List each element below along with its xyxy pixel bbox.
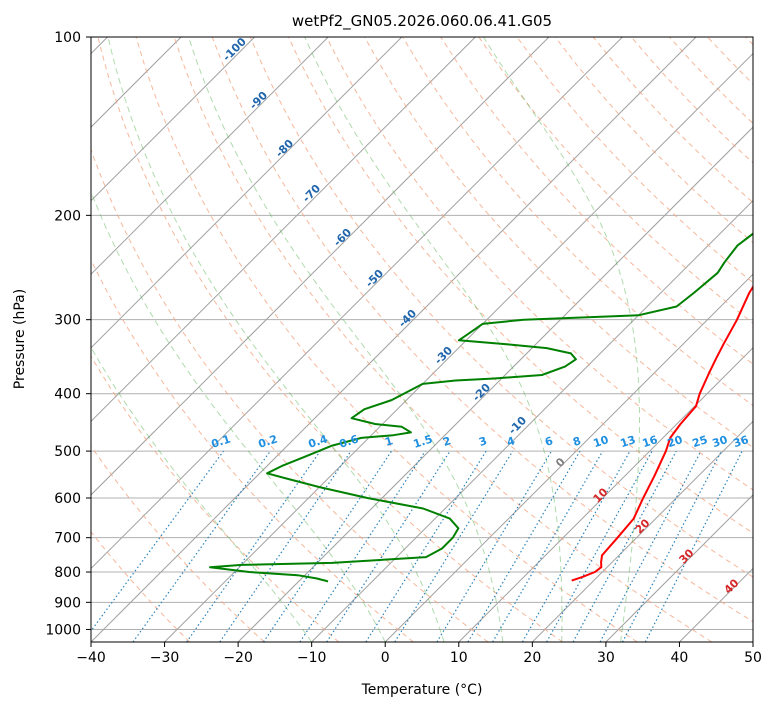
y-tick-label: 700 bbox=[54, 531, 81, 547]
y-tick-label: 1000 bbox=[45, 622, 81, 638]
x-tick-label: 10 bbox=[450, 650, 468, 666]
y-tick-label: 800 bbox=[54, 565, 81, 581]
y-tick-label: 500 bbox=[54, 444, 81, 460]
x-tick-label: 20 bbox=[523, 650, 541, 666]
x-tick-label: 30 bbox=[597, 650, 615, 666]
x-tick-label: 50 bbox=[744, 650, 762, 666]
x-tick-label: −10 bbox=[297, 650, 327, 666]
x-tick-label: 40 bbox=[671, 650, 689, 666]
y-tick-label: 100 bbox=[54, 30, 81, 46]
x-tick-label: −20 bbox=[223, 650, 253, 666]
x-axis-label: Temperature (°C) bbox=[361, 682, 483, 698]
y-tick-label: 300 bbox=[54, 313, 81, 329]
y-tick-label: 200 bbox=[54, 208, 81, 224]
x-tick-label: 0 bbox=[381, 650, 390, 666]
chart-title: wetPf2_GN05.2026.060.06.41.G05 bbox=[292, 12, 552, 31]
y-axis-label: Pressure (hPa) bbox=[12, 289, 28, 389]
y-tick-label: 400 bbox=[54, 387, 81, 403]
x-tick-label: −30 bbox=[150, 650, 180, 666]
x-tick-label: −40 bbox=[76, 650, 106, 666]
y-tick-label: 900 bbox=[54, 595, 81, 611]
y-tick-label: 600 bbox=[54, 491, 81, 507]
